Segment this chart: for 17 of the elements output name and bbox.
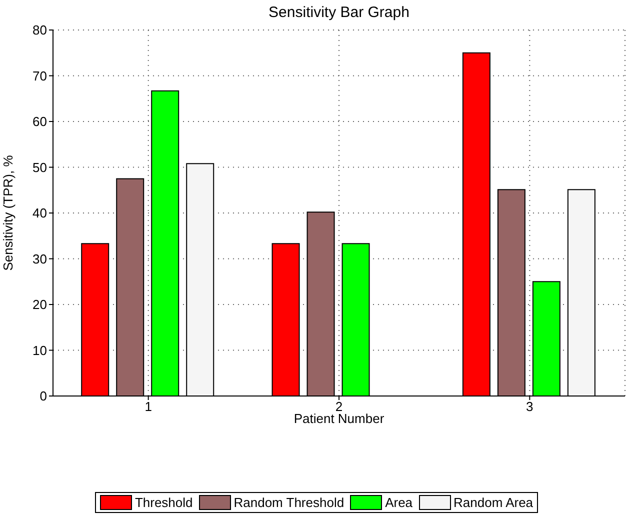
x-tick-label: 1: [144, 399, 152, 414]
x-tick-label: 3: [526, 399, 534, 414]
y-axis-title: Sensitivity (TPR), %: [0, 154, 16, 271]
y-tick-label: 80: [32, 22, 47, 38]
chart-title: Sensitivity Bar Graph: [268, 4, 410, 21]
legend-label: Threshold: [134, 495, 193, 510]
y-tick-label: 30: [32, 251, 47, 266]
legend-label: Random Area: [454, 495, 534, 510]
y-tick-label: 0: [40, 388, 47, 404]
y-tick-label: 40: [32, 206, 47, 221]
y-tick-label: 20: [32, 297, 47, 312]
y-tick-label: 10: [32, 342, 47, 358]
y-tick-label: 60: [32, 114, 47, 130]
legend-label: Area: [385, 495, 413, 510]
y-tick-label: 70: [32, 68, 47, 84]
y-tick-label: 50: [32, 160, 47, 175]
legend-label: Random Threshold: [234, 495, 344, 510]
